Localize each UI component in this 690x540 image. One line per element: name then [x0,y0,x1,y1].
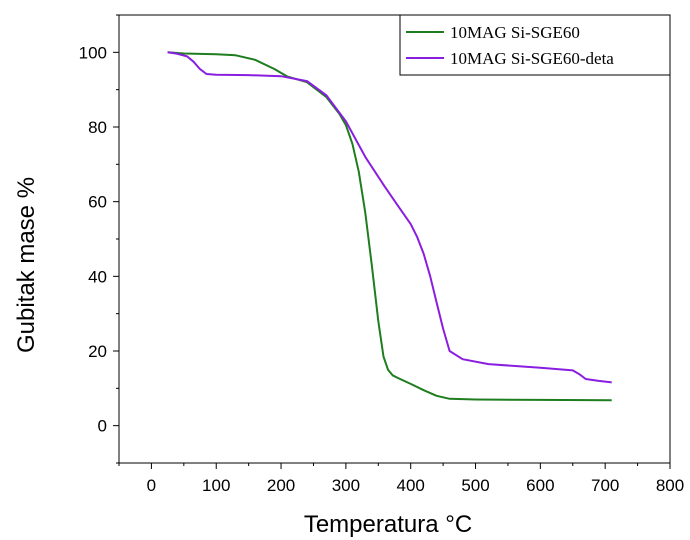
y-tick-label: 20 [88,342,107,361]
x-tick-label: 600 [526,476,554,495]
legend-label-2: 10MAG Si-SGE60-deta [450,49,614,68]
x-tick-label: 200 [267,476,295,495]
x-tick-label: 500 [461,476,489,495]
y-tick-label: 60 [88,193,107,212]
x-tick-label: 100 [202,476,230,495]
series-line-1 [167,51,612,402]
legend-label-1: 10MAG Si-SGE60 [450,23,580,42]
x-tick-label: 700 [591,476,619,495]
y-axis-title: Gubitak mase % [13,177,40,353]
x-tick-label: 300 [332,476,360,495]
axes: 0 100 200 300 400 500 600 700 800 0 20 40 60 80 100 [79,14,684,495]
plot-frame [118,14,671,464]
x-tick-label: 800 [656,476,684,495]
series-line-2 [167,51,612,384]
legend: 10MAG Si-SGE60 10MAG Si-SGE60-deta [399,14,671,76]
y-tick-label: 0 [98,417,107,436]
y-tick-label: 80 [88,118,107,137]
y-tick-label: 100 [79,43,107,62]
x-axis-title: Temperatura °C [304,511,472,538]
x-tick-label: 400 [397,476,425,495]
plot-area [167,51,612,402]
legend-box [399,14,671,76]
x-tick-label: 0 [147,476,156,495]
y-tick-label: 40 [88,267,107,286]
